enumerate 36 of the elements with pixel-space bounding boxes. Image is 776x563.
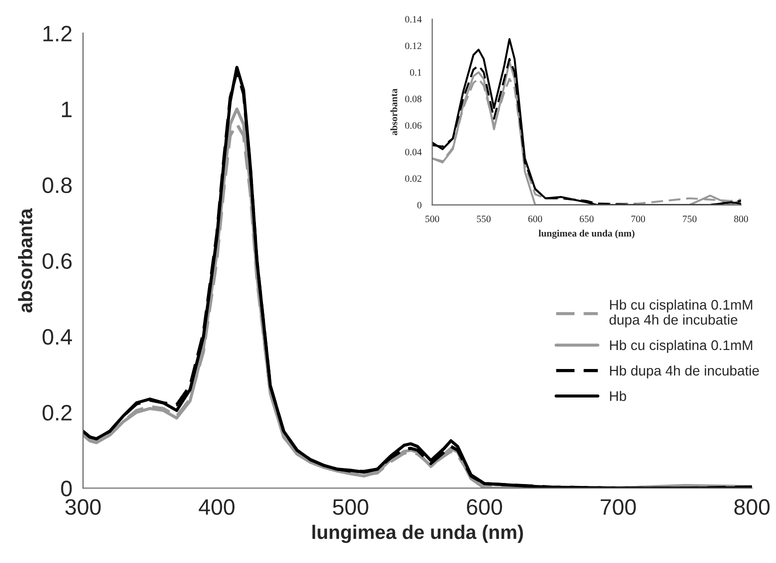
y-tick-label: 0.06: [405, 122, 422, 129]
y-tick-label: 0.02: [405, 175, 422, 182]
legend-label: Hb cu cisplatina 0.1mM dupa 4h de incubatie: [610, 300, 752, 328]
x-tick-label: 300: [65, 499, 101, 515]
y-tick-label: 0.4: [42, 329, 72, 345]
x-tick-label: 800: [734, 499, 770, 515]
x-tick-label: 650: [580, 216, 594, 222]
x-tick-label: 700: [631, 216, 646, 222]
x-tick-label: 600: [528, 216, 542, 222]
y-tick-label: 0.8: [42, 177, 72, 194]
x-tick-label: 550: [476, 216, 491, 222]
y-tick-label: 0.14: [405, 16, 422, 23]
legend-label: Hb: [610, 390, 626, 402]
x-tick-label: 500: [332, 499, 368, 515]
x-tick-label: 600: [466, 499, 502, 515]
x-tick-label: 700: [600, 499, 636, 515]
y-tick-label: 0: [417, 202, 422, 208]
y-tick-label: 0.2: [42, 404, 72, 421]
y-axis-title: absorbanta: [18, 208, 32, 312]
x-axis-title: lungimea de unda (nm): [312, 524, 523, 544]
y-tick-label: 0.1: [410, 69, 422, 76]
x-tick-label: 800: [734, 216, 748, 222]
legend-label: Hb cu cisplatina 0.1mM: [610, 340, 752, 353]
y-tick-label: 0.12: [405, 42, 422, 50]
y-tick-label: 0.08: [405, 96, 422, 102]
legend-label: Hb dupa 4h de incubatie: [610, 365, 759, 378]
y-tick-label: 1: [62, 102, 72, 118]
y-tick-label: 0.6: [42, 253, 72, 269]
x-tick-label: 500: [426, 216, 440, 222]
x-tick-label: 400: [198, 499, 234, 515]
x-tick-label: 750: [682, 216, 697, 222]
y-tick-label: 0.04: [405, 148, 422, 156]
x-axis-title: lungimea de unda (nm): [538, 230, 634, 239]
y-tick-label: 0: [61, 480, 72, 496]
y-tick-label: 1.2: [43, 26, 72, 42]
y-axis-title: absorbanta: [390, 88, 398, 136]
